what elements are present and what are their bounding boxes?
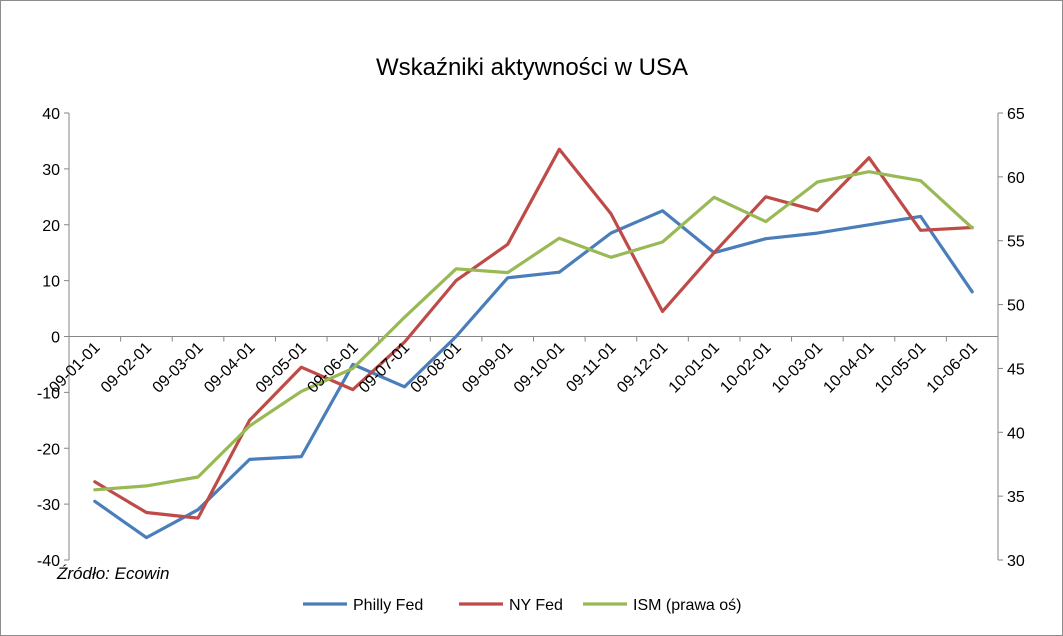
- right-axis-tick-label: 30: [1007, 553, 1025, 570]
- x-tick-label: 09-08-01: [408, 339, 465, 396]
- chart-title: Wskaźniki aktywności w USA: [376, 54, 688, 81]
- legend-label-3: ISM (prawa oś): [633, 597, 741, 614]
- legend-label-2: NY Fed: [509, 597, 563, 614]
- source-note: Źródło: Ecowin: [56, 564, 169, 583]
- left-axis-tick-label: -10: [37, 385, 60, 402]
- x-tick-label: 09-02-01: [98, 339, 155, 396]
- x-tick-label: 09-12-01: [614, 339, 671, 396]
- x-tick-label: 10-04-01: [820, 339, 877, 396]
- right-axis-tick-label: 40: [1007, 425, 1025, 442]
- left-axis-tick-label: -40: [37, 553, 60, 570]
- x-tick-label: 10-05-01: [872, 339, 929, 396]
- x-tick-label: 09-01-01: [46, 339, 103, 396]
- left-axis-tick-label: -20: [37, 441, 60, 458]
- series-line-2: [93, 147, 974, 520]
- right-axis-tick-label: 45: [1007, 361, 1025, 378]
- x-tick-label: 09-09-01: [459, 339, 516, 396]
- left-axis-tick-label: 0: [51, 330, 60, 347]
- series-line-3: [93, 170, 974, 492]
- legend-label-1: Philly Fed: [353, 597, 423, 614]
- left-axis-tick-label: 20: [42, 218, 60, 235]
- x-tick-label: 10-02-01: [717, 339, 774, 396]
- x-tick-label: 09-11-01: [563, 339, 620, 396]
- right-axis-tick-label: 60: [1007, 170, 1025, 187]
- left-axis-tick-label: -30: [37, 497, 60, 514]
- left-axis-tick-label: 10: [42, 274, 60, 291]
- right-axis-tick-label: 55: [1007, 234, 1025, 251]
- right-axis-tick-label: 35: [1007, 489, 1025, 506]
- x-tick-label: 10-06-01: [924, 339, 981, 396]
- x-tick-label: 10-01-01: [666, 339, 723, 396]
- left-axis-tick-label: 30: [42, 162, 60, 179]
- x-tick-label: 09-03-01: [150, 339, 207, 396]
- right-axis-tick-label: 50: [1007, 298, 1025, 315]
- left-axis-tick-label: 40: [42, 106, 60, 123]
- right-axis-tick-label: 65: [1007, 106, 1025, 123]
- series-line-1: [93, 209, 974, 540]
- x-tick-label: 09-10-01: [511, 339, 568, 396]
- x-tick-label: 09-04-01: [201, 339, 258, 396]
- x-tick-label: 10-03-01: [769, 339, 826, 396]
